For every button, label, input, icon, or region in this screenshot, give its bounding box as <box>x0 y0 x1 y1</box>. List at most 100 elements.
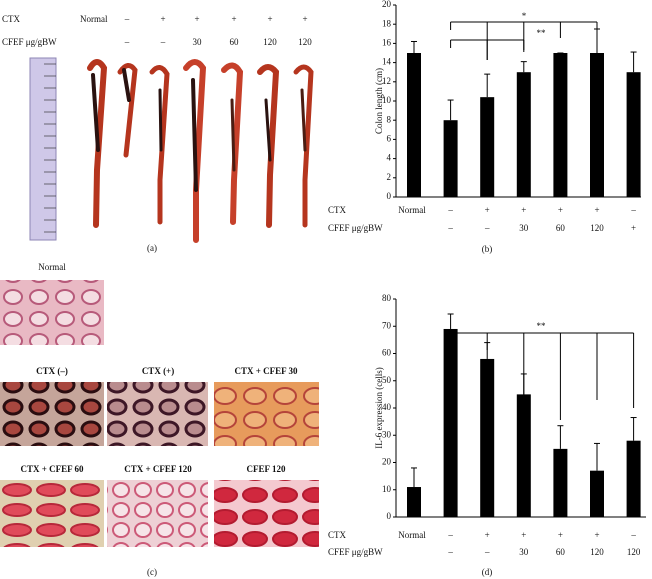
row-cell: + <box>194 14 199 24</box>
y-tick-label: 20 <box>382 457 392 467</box>
bar <box>480 97 495 197</box>
y-tick-label: 12 <box>382 76 391 86</box>
histology-image <box>0 280 104 345</box>
row-label: CFEF μg/gBW <box>2 37 57 47</box>
row-cell: + <box>485 530 490 540</box>
panel-c <box>0 280 319 547</box>
row-cell: + <box>631 223 636 233</box>
row-cell: + <box>521 530 526 540</box>
y-tick-label: 0 <box>387 191 392 201</box>
y-tick-label: 4 <box>387 153 392 163</box>
row-cell: – <box>447 530 453 540</box>
row-cell: 120 <box>590 547 604 557</box>
ruler <box>29 57 57 241</box>
histology-image <box>0 382 104 446</box>
y-tick-label: 18 <box>382 18 392 28</box>
y-tick-label: 70 <box>382 320 392 330</box>
y-tick-label: 50 <box>382 375 392 385</box>
bar <box>553 448 568 517</box>
row-cell: – <box>630 530 636 540</box>
bar <box>590 470 604 517</box>
bar <box>626 440 641 517</box>
panel-label: (d) <box>482 567 493 577</box>
y-tick-label: 0 <box>387 511 392 521</box>
row-cell: 60 <box>556 223 566 233</box>
row-cell: Normal <box>80 14 108 24</box>
bar <box>407 487 421 517</box>
significance-mark: * <box>522 11 527 21</box>
row-cell: + <box>231 14 236 24</box>
bar <box>407 53 421 197</box>
bar <box>553 53 568 197</box>
image-caption: CTX + CFEF 30 <box>234 366 298 376</box>
row-cell: – <box>447 223 453 233</box>
bar <box>626 72 641 197</box>
row-cell: 30 <box>519 223 529 233</box>
row-cell: 60 <box>556 547 566 557</box>
y-tick-label: 40 <box>382 402 392 412</box>
row-label: CTX <box>328 530 347 540</box>
y-tick-label: 2 <box>387 172 392 182</box>
image-caption: CTX + CFEF 60 <box>20 464 84 474</box>
histology-image <box>107 382 208 446</box>
row-label: CTX <box>328 205 347 215</box>
bar <box>516 394 531 517</box>
row-cell: 120 <box>627 547 641 557</box>
row-cell: + <box>267 14 272 24</box>
bar <box>590 53 604 197</box>
image-caption: Normal <box>38 262 66 272</box>
image-caption: CFEF 120 <box>247 464 286 474</box>
colon-specimens <box>87 59 314 243</box>
y-axis-label: Colon length (cm) <box>374 68 384 134</box>
y-tick-label: 10 <box>382 95 392 105</box>
row-cell: + <box>558 530 563 540</box>
row-cell: + <box>521 205 526 215</box>
bar <box>443 120 458 197</box>
image-caption: CTX (+) <box>142 366 174 376</box>
histology-image <box>214 480 319 547</box>
significance-mark: ** <box>537 321 547 331</box>
row-label: CFEF μg/gBW <box>328 547 383 557</box>
y-tick-label: 30 <box>382 429 392 439</box>
histology-image <box>214 382 319 446</box>
row-cell: – <box>124 14 130 24</box>
panel-label: (c) <box>147 567 157 577</box>
row-label: CFEF μg/gBW <box>328 223 383 233</box>
row-cell: – <box>447 205 453 215</box>
bar <box>443 328 458 517</box>
y-tick-label: 10 <box>382 484 392 494</box>
y-axis-label: IL-6 expression (cells) <box>374 367 384 448</box>
row-cell: + <box>594 205 599 215</box>
row-cell: + <box>594 530 599 540</box>
panel-label: (b) <box>482 244 493 254</box>
row-cell: 30 <box>193 37 203 47</box>
y-tick-label: 80 <box>382 293 392 303</box>
row-cell: 30 <box>519 547 529 557</box>
row-cell: – <box>160 37 166 47</box>
panel-a <box>29 57 314 243</box>
row-cell: 120 <box>263 37 277 47</box>
row-cell: 120 <box>590 223 604 233</box>
image-caption: CTX + CFEF 120 <box>124 464 192 474</box>
row-cell: + <box>160 14 165 24</box>
row-cell: – <box>484 223 490 233</box>
y-tick-label: 16 <box>382 37 392 47</box>
bar <box>516 72 531 197</box>
significance-mark: ** <box>537 28 547 38</box>
row-cell: – <box>124 37 130 47</box>
histology-image <box>0 480 104 547</box>
row-cell: – <box>447 547 453 557</box>
image-caption: CTX (–) <box>36 366 68 376</box>
y-tick-label: 8 <box>387 114 392 124</box>
row-cell: + <box>302 14 307 24</box>
y-tick-label: 14 <box>382 57 392 67</box>
row-cell: + <box>558 205 563 215</box>
panel-label: (a) <box>147 243 157 253</box>
row-cell: 60 <box>230 37 240 47</box>
row-cell: + <box>485 205 490 215</box>
bar <box>480 358 495 517</box>
y-tick-label: 20 <box>382 0 392 9</box>
row-cell: – <box>484 547 490 557</box>
row-cell: Normal <box>398 205 426 215</box>
